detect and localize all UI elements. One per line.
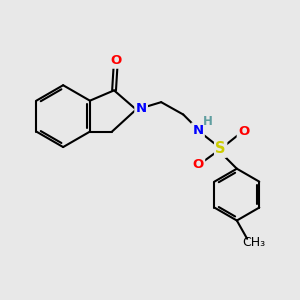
- Text: H: H: [203, 115, 213, 128]
- Text: N: N: [136, 102, 147, 116]
- Text: CH₃: CH₃: [242, 236, 265, 249]
- Text: O: O: [238, 125, 249, 138]
- Text: O: O: [193, 158, 204, 171]
- Text: O: O: [110, 54, 121, 68]
- Text: N: N: [192, 124, 203, 136]
- Text: S: S: [215, 142, 226, 157]
